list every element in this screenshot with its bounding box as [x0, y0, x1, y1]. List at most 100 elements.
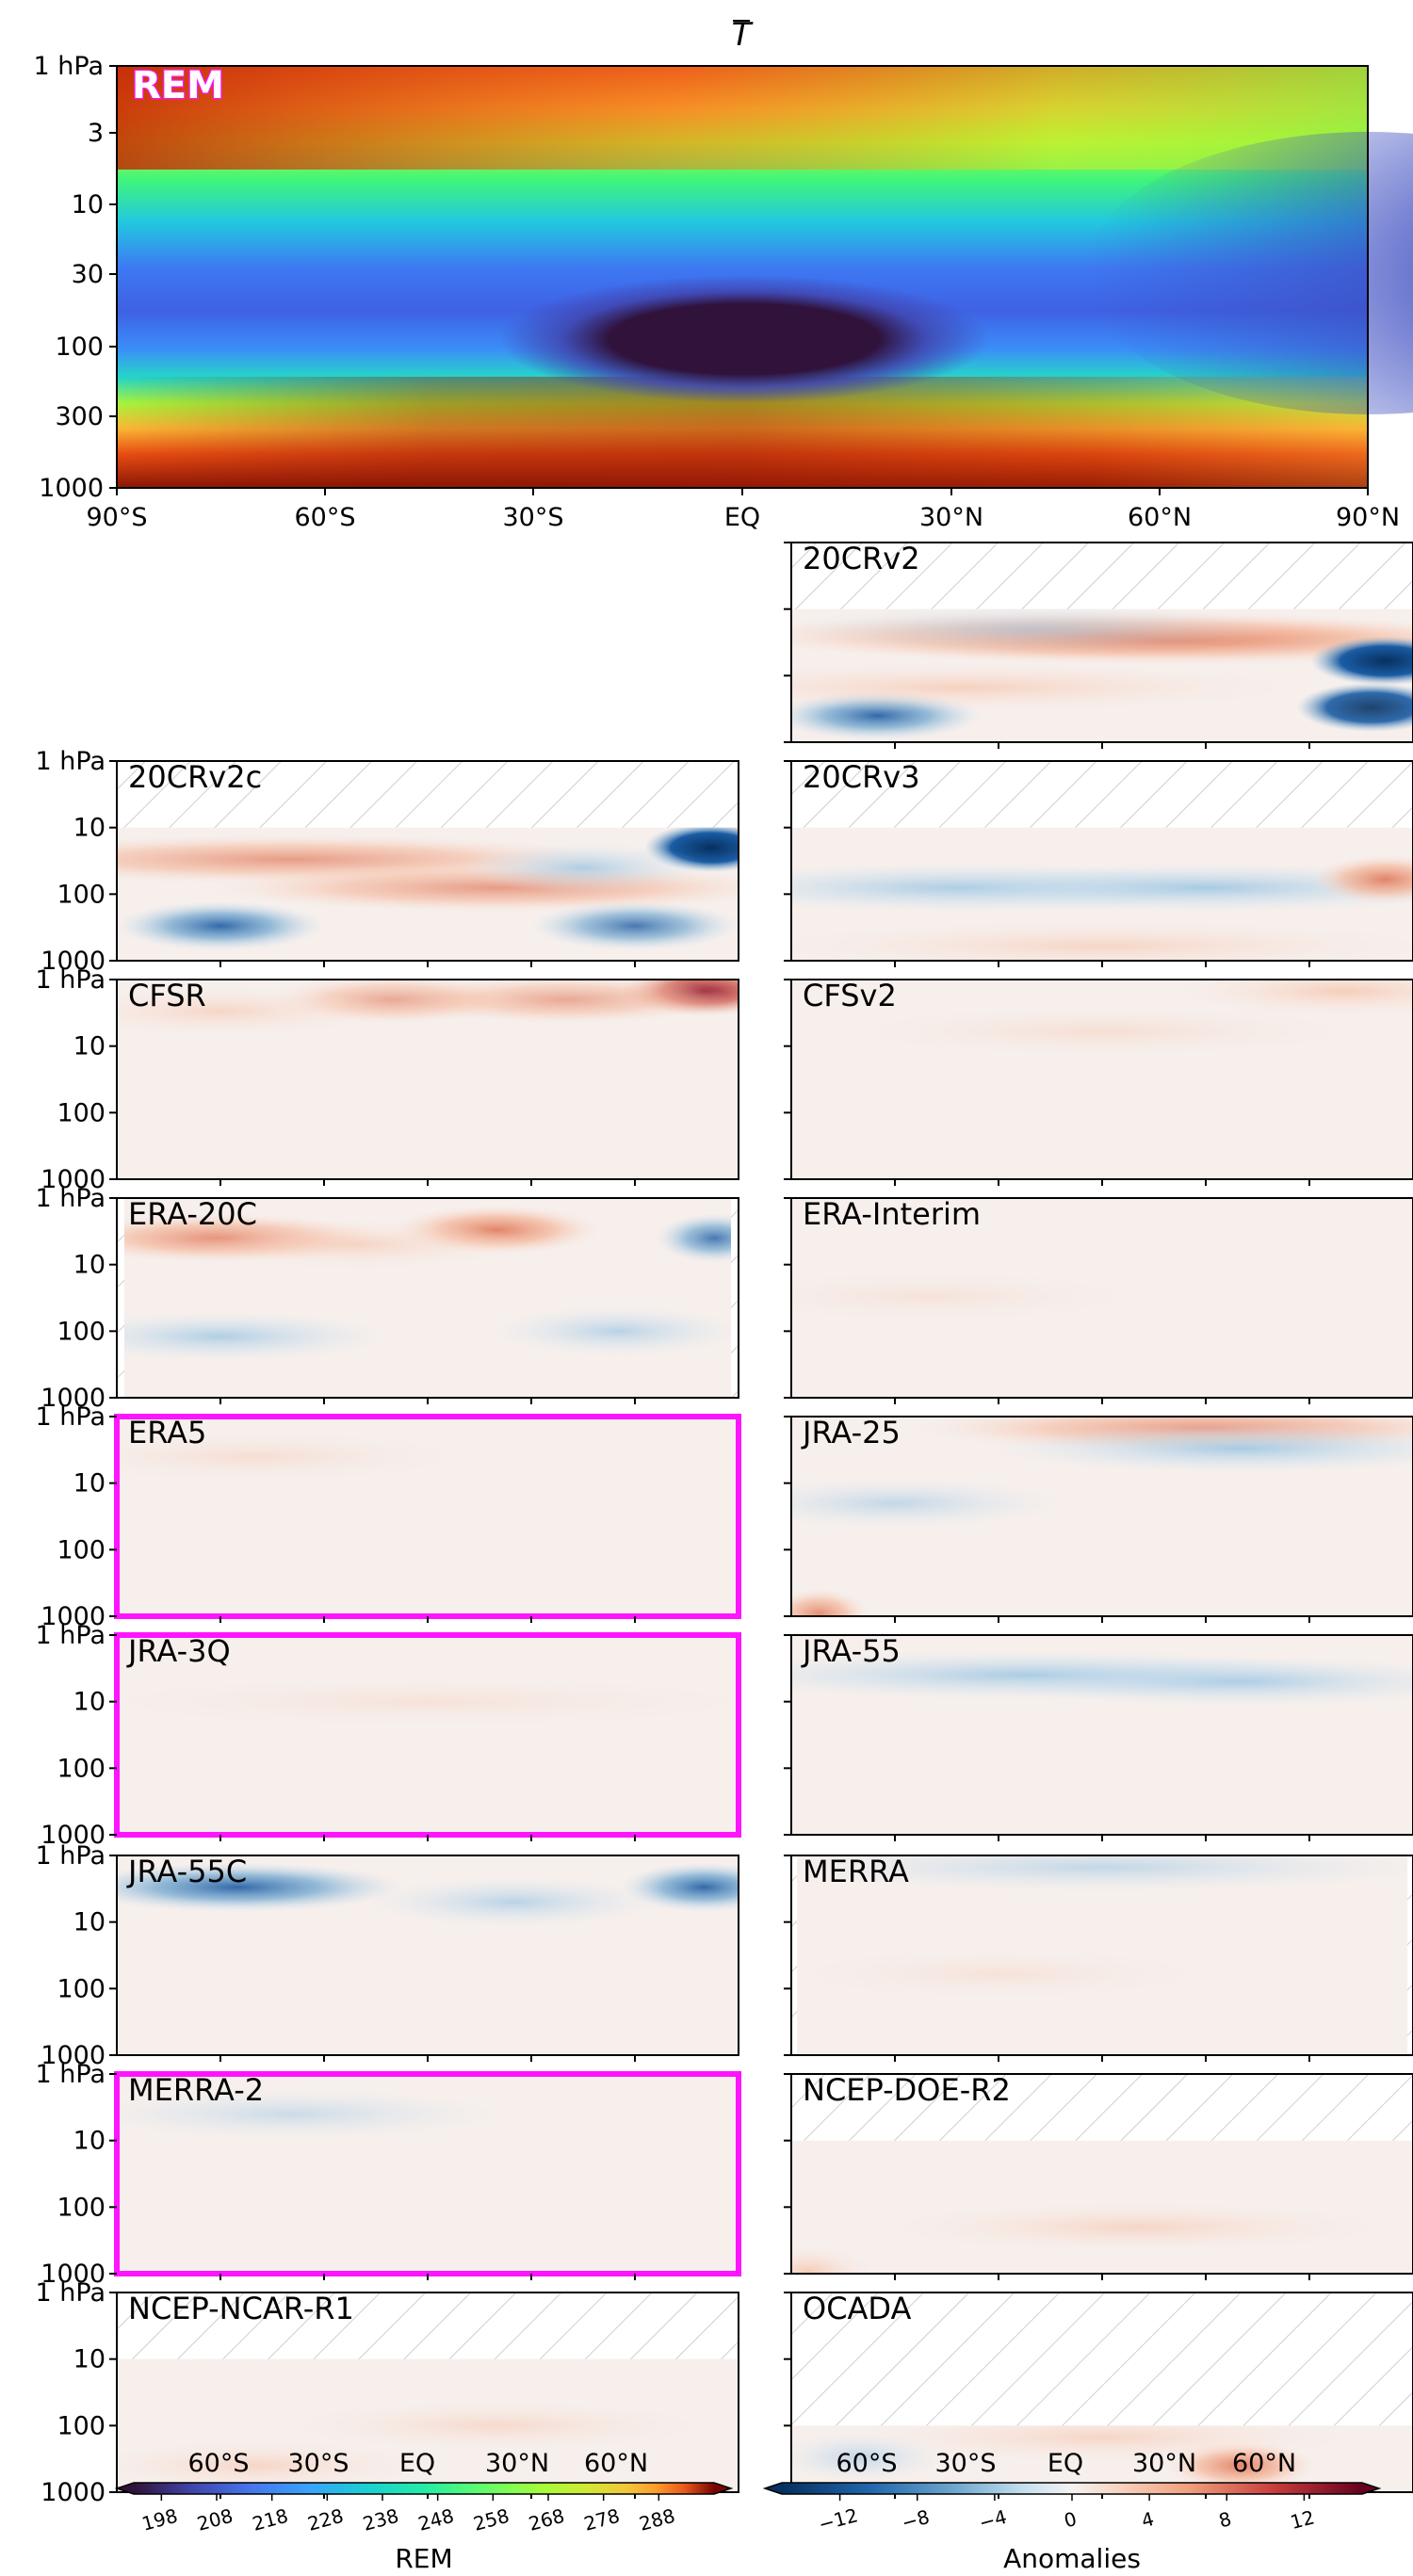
y-tick-label: 1 hPa — [36, 1621, 106, 1650]
rem-colorbar-tick-label: 198 — [139, 2504, 180, 2535]
anomaly-blob — [791, 921, 1413, 961]
anomaly-colorbar: −12 −8 −4 0 4 8 12 Anomalies — [762, 2482, 1382, 2574]
anomaly-features — [124, 1205, 731, 1361]
anomaly-features — [791, 1650, 1413, 1707]
y-tick-label: 100 — [57, 1974, 106, 2003]
rem-y-tick: 1000 — [39, 474, 104, 503]
panel-field — [117, 1855, 739, 2055]
title-text: T — [732, 16, 754, 54]
panel-label: ERA-20C — [128, 1196, 257, 1232]
anomaly-features — [797, 1855, 1407, 1999]
panel-field — [117, 2074, 739, 2274]
anomaly-blob — [117, 2089, 497, 2139]
anomaly-blob — [887, 2202, 1386, 2252]
anomaly-tint — [117, 1635, 739, 1835]
anomaly-blob — [1178, 980, 1413, 1016]
panel-label: JRA-3Q — [126, 1633, 231, 1669]
y-tick-label: 10 — [73, 814, 106, 843]
panel-field — [117, 761, 739, 961]
anomaly-features — [117, 827, 739, 951]
y-tick-label: 100 — [57, 2193, 106, 2222]
rem-y-axis: 1 hPa 3 10 30 100 300 1000 — [34, 52, 117, 503]
y-tick-label: 1000 — [41, 947, 106, 976]
panel-label: JRA-55C — [126, 1854, 247, 1889]
y-tick-label: 1000 — [41, 2478, 106, 2507]
rem-x-tick: 90°N — [1336, 503, 1400, 532]
rem-panel-label: REM — [132, 64, 224, 107]
rem-colorbar-tick-label: 258 — [471, 2504, 512, 2535]
anomaly-features — [791, 854, 1413, 961]
anomaly-blob — [916, 863, 1413, 913]
anomaly-features — [791, 1417, 1413, 1616]
panel-label: JRA-25 — [801, 1415, 901, 1450]
panel-era-20c: ERA-20C 1 hPa 10 100 1000 — [36, 1184, 739, 1413]
rem-colorbar-tick-label: 238 — [361, 2504, 401, 2535]
panel-label: MERRA — [803, 1854, 909, 1889]
panel-field — [117, 2292, 739, 2492]
panel-jra-55: JRA-55 — [784, 1633, 1413, 1841]
panel-20crv2c: 20CRv2c 1 hPa 10 100 1000 — [36, 747, 739, 976]
bottom-x-tick: 30°N — [485, 2449, 549, 2478]
anomaly-blob — [459, 843, 707, 893]
rem-y-tick: 10 — [72, 190, 104, 219]
y-tick-label: 10 — [73, 1032, 106, 1061]
anomaly-features — [791, 608, 1413, 740]
y-tick-label: 100 — [57, 1535, 106, 1564]
anomaly-colorbar-tick-label: 12 — [1288, 2505, 1317, 2534]
anomaly-blob — [791, 2245, 871, 2274]
anomaly-colorbar-tick-label: 0 — [1062, 2507, 1080, 2532]
rem-colorbar-tick-label: 228 — [305, 2504, 346, 2535]
anomaly-blob — [853, 2425, 1351, 2462]
y-tick-label: 10 — [73, 2127, 106, 2156]
panel-field — [791, 2292, 1413, 2492]
panel-field — [791, 1855, 1413, 2055]
y-tick-label: 1 hPa — [36, 965, 106, 995]
rem-panel: REM — [116, 63, 1413, 489]
anomaly-features — [117, 2401, 705, 2490]
anomaly-blob — [791, 1588, 869, 1616]
anomaly-colorbar-tick-label: −4 — [977, 2505, 1010, 2535]
anomaly-blob — [1310, 854, 1413, 904]
anomaly-blob — [493, 1306, 731, 1356]
rem-colorbar-tick-label: 288 — [637, 2504, 677, 2535]
anomaly-blob — [289, 2401, 705, 2451]
anomaly-blob — [791, 662, 1296, 712]
panel-20crv3: 20CRv3 — [784, 759, 1413, 967]
panel-jra-3q: JRA-3Q 1 hPa 10 100 1000 — [36, 1621, 741, 1850]
y-tick-label: 10 — [73, 1908, 106, 1937]
panel-jra-25: JRA-25 — [784, 1415, 1413, 1623]
bottom-x-tick: 30°S — [935, 2449, 997, 2478]
panel-field — [117, 1198, 739, 1398]
anomaly-colorbar-tick-label: −8 — [900, 2505, 933, 2535]
anomaly-blob — [1296, 683, 1413, 733]
panel-era5: ERA5 1 hPa 10 100 1000 — [36, 1402, 741, 1631]
anomaly-features — [853, 980, 1413, 1056]
y-tick-label: 1 hPa — [36, 1402, 106, 1432]
y-tick-label: 100 — [57, 1317, 106, 1346]
y-tick-label: 100 — [57, 2411, 106, 2440]
panel-label: 20CRv2c — [128, 759, 262, 795]
rem-colorbar-tick-label: 268 — [527, 2504, 567, 2535]
y-tick-label: 10 — [73, 1469, 106, 1499]
y-tick-label: 1 hPa — [36, 1184, 106, 1213]
bottom-x-tick: 30°S — [288, 2449, 349, 2478]
bottom-x-tick: 60°S — [188, 2449, 250, 2478]
panel-ncep-ncar-r1: NCEP-NCAR-R1 1 hPa 10 100 1000 — [36, 2278, 739, 2507]
panel-ocada: OCADA — [784, 2291, 1413, 2499]
panel-merra: MERRA — [784, 1854, 1413, 2062]
panel-label: CFSv2 — [803, 978, 897, 1013]
rem-y-tick: 3 — [88, 119, 104, 148]
panel-cfsr: CFSR 1 hPa 10 100 1000 — [36, 965, 739, 1194]
y-tick-label: 100 — [57, 880, 106, 909]
panel-label: CFSR — [128, 978, 206, 1013]
bottom-x-tick: 60°N — [584, 2449, 648, 2478]
y-tick-label: 1000 — [41, 1602, 106, 1631]
anomaly-blob — [117, 1432, 463, 1482]
panel-field — [117, 1417, 739, 1616]
panel-cfsv2: CFSv2 — [784, 978, 1413, 1186]
anomaly-blob — [531, 901, 739, 951]
anomaly-features — [791, 2202, 1386, 2274]
rem-colorbar-tick-label: 208 — [195, 2504, 236, 2535]
anomaly-features — [117, 1432, 463, 1482]
